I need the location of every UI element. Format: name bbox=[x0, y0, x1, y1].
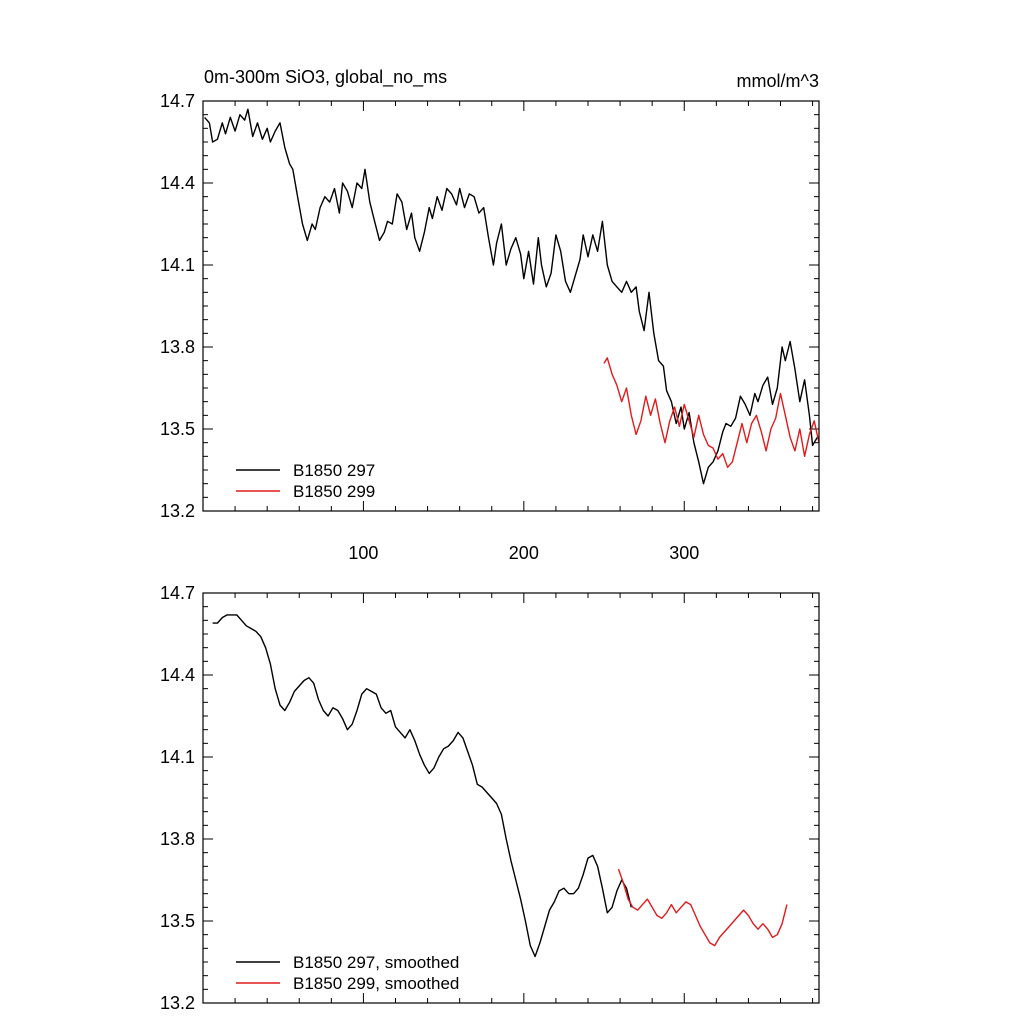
x-tick-label: 100 bbox=[348, 543, 378, 563]
legend-label-b1850-299: B1850 299 bbox=[293, 482, 375, 501]
y-tick-label: 13.2 bbox=[160, 501, 195, 521]
series-line-b1850-299-smoothed bbox=[617, 868, 788, 947]
series-line-b1850-299 bbox=[603, 357, 820, 468]
y-tick-label: 14.7 bbox=[160, 583, 195, 603]
y-tick-label: 13.5 bbox=[160, 911, 195, 931]
top-panel-title: 0m-300m SiO3, global_no_ms bbox=[204, 67, 447, 88]
legend-label-b1850-299-smoothed: B1850 299, smoothed bbox=[293, 974, 459, 993]
top-panel-units: mmol/m^3 bbox=[737, 71, 819, 91]
series-line-b1850-297 bbox=[204, 108, 819, 485]
y-tick-label: 14.4 bbox=[160, 173, 195, 193]
legend-label-b1850-297: B1850 297 bbox=[293, 461, 375, 480]
top-panel-legend: B1850 297 B1850 299 bbox=[236, 461, 375, 501]
y-tick-label: 13.8 bbox=[160, 829, 195, 849]
bottom-panel-series bbox=[212, 614, 788, 958]
top-panel-series bbox=[204, 108, 820, 485]
top-panel-ticks bbox=[203, 100, 819, 512]
y-tick-label: 13.2 bbox=[160, 993, 195, 1013]
x-tick-label: 300 bbox=[669, 543, 699, 563]
y-tick-label: 14.4 bbox=[160, 665, 195, 685]
bottom-panel-legend: B1850 297, smoothed B1850 299, smoothed bbox=[236, 953, 459, 993]
legend-label-b1850-297-smoothed: B1850 297, smoothed bbox=[293, 953, 459, 972]
bottom-panel-frame bbox=[202, 592, 820, 1004]
top-panel-frame bbox=[202, 100, 820, 512]
top-panel: 0m-300m SiO3, global_no_ms mmol/m^3 13.2… bbox=[160, 67, 820, 563]
top-panel-x-tick-labels: 100 200 300 bbox=[348, 543, 699, 563]
bottom-panel: 13.2 13.5 13.8 14.1 14.4 14.7 B1850 297, smoo… bbox=[160, 583, 820, 1013]
y-tick-label: 14.1 bbox=[160, 255, 195, 275]
top-panel-y-tick-labels: 13.2 13.5 13.8 14.1 14.4 14.7 bbox=[160, 91, 195, 521]
y-tick-label: 14.7 bbox=[160, 91, 195, 111]
bottom-panel-y-tick-labels: 13.2 13.5 13.8 14.1 14.4 14.7 bbox=[160, 583, 195, 1013]
y-tick-label: 13.5 bbox=[160, 419, 195, 439]
x-tick-label: 200 bbox=[509, 543, 539, 563]
bottom-panel-ticks bbox=[203, 592, 819, 1004]
y-tick-label: 13.8 bbox=[160, 337, 195, 357]
series-line-b1850-297-smoothed bbox=[212, 614, 632, 958]
y-tick-label: 14.1 bbox=[160, 747, 195, 767]
